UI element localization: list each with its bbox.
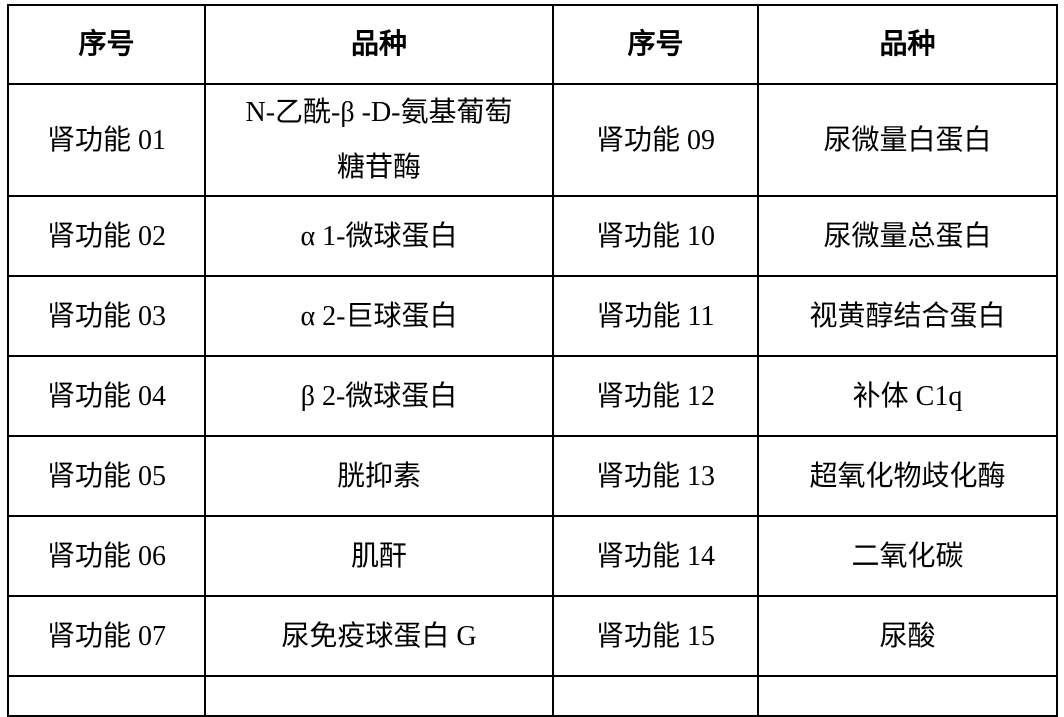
header-seq-left: 序号 (7, 4, 206, 85)
cell-variety-right: 视黄醇结合蛋白 (757, 275, 1058, 357)
cell-seq-right: 肾功能 13 (552, 435, 759, 517)
cell-seq-right: 肾功能 09 (552, 83, 759, 197)
cell-seq-left: 肾功能 05 (7, 435, 206, 517)
cell-variety-right: 补体 C1q (757, 355, 1058, 437)
cell-seq-right: 肾功能 10 (552, 195, 759, 277)
cell-seq-right: 肾功能 12 (552, 355, 759, 437)
header-seq-right: 序号 (552, 4, 759, 85)
cell-seq-left: 肾功能 03 (7, 275, 206, 357)
table-row: 肾功能 07 尿免疫球蛋白 G 肾功能 15 尿酸 (7, 595, 1058, 677)
table-row: 肾功能 04 β 2-微球蛋白 肾功能 12 补体 C1q (7, 355, 1058, 437)
header-variety-left: 品种 (204, 4, 554, 85)
cell-variety-left: 肌酐 (204, 515, 554, 597)
cell-seq-left: 肾功能 02 (7, 195, 206, 277)
table-row: 肾功能 01 N-乙酰-β -D-氨基葡萄 糖苷酶 肾功能 09 尿微量白蛋白 (7, 83, 1058, 197)
cell-variety-right (757, 675, 1058, 717)
table-row: 肾功能 03 α 2-巨球蛋白 肾功能 11 视黄醇结合蛋白 (7, 275, 1058, 357)
cell-variety-right: 尿酸 (757, 595, 1058, 677)
cell-seq-left: 肾功能 01 (7, 83, 206, 197)
kidney-function-table: 序号 品种 序号 品种 肾功能 01 N-乙酰-β -D-氨基葡萄 糖苷酶 肾功… (7, 4, 1058, 717)
cell-seq-left (7, 675, 206, 717)
table-row: 肾功能 05 胱抑素 肾功能 13 超氧化物歧化酶 (7, 435, 1058, 517)
header-variety-right: 品种 (757, 4, 1058, 85)
cell-seq-left: 肾功能 07 (7, 595, 206, 677)
table-row-clipped (7, 675, 1058, 717)
cell-variety-left: 尿免疫球蛋白 G (204, 595, 554, 677)
cell-seq-right: 肾功能 15 (552, 595, 759, 677)
cell-seq-left: 肾功能 06 (7, 515, 206, 597)
cell-seq-right: 肾功能 14 (552, 515, 759, 597)
cell-variety-right: 二氧化碳 (757, 515, 1058, 597)
cell-variety-right: 尿微量白蛋白 (757, 83, 1058, 197)
cell-seq-right: 肾功能 11 (552, 275, 759, 357)
cell-variety-right: 超氧化物歧化酶 (757, 435, 1058, 517)
table-row: 肾功能 06 肌酐 肾功能 14 二氧化碳 (7, 515, 1058, 597)
header-row: 序号 品种 序号 品种 (7, 4, 1058, 85)
cell-variety-left: α 2-巨球蛋白 (204, 275, 554, 357)
cell-variety-left: N-乙酰-β -D-氨基葡萄 糖苷酶 (204, 83, 554, 197)
cell-variety-right: 尿微量总蛋白 (757, 195, 1058, 277)
cell-variety-left: β 2-微球蛋白 (204, 355, 554, 437)
cell-variety-left (204, 675, 554, 717)
table-row: 肾功能 02 α 1-微球蛋白 肾功能 10 尿微量总蛋白 (7, 195, 1058, 277)
cell-seq-left: 肾功能 04 (7, 355, 206, 437)
cell-seq-right (552, 675, 759, 717)
cell-variety-left: α 1-微球蛋白 (204, 195, 554, 277)
cell-variety-left: 胱抑素 (204, 435, 554, 517)
